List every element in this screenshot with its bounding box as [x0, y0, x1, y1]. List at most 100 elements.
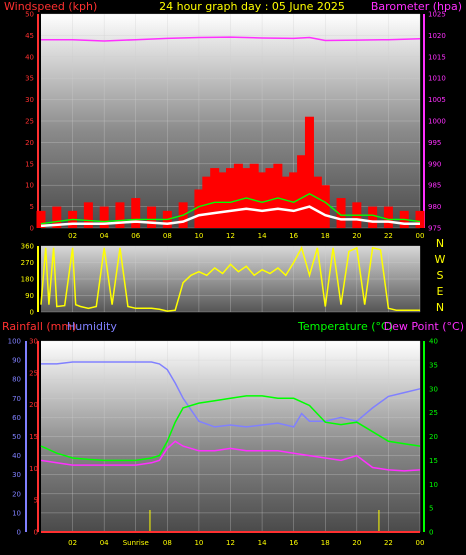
- baro-tick-label: 980: [428, 203, 441, 211]
- wind-bar: [210, 168, 220, 228]
- wind-bar: [194, 189, 204, 228]
- temp-tick-label: 30: [429, 385, 438, 393]
- x-tick-label: 02: [68, 232, 77, 240]
- baro-tick-label: 1020: [428, 32, 446, 40]
- x-tick-label: 04: [100, 232, 109, 240]
- rain-tick-label: 25: [29, 369, 38, 377]
- wind-direction-line: [40, 245, 420, 312]
- rain-tick-label: 15: [29, 433, 38, 441]
- wind-bar: [131, 198, 141, 228]
- wind-bar: [36, 210, 46, 228]
- wind-bar: [312, 176, 322, 228]
- x-tick-label: 16: [289, 539, 298, 547]
- wind-bar: [273, 163, 283, 228]
- dir-tick-label: 270: [21, 259, 34, 267]
- x-tick-label: 18: [321, 539, 330, 547]
- rain-tick-label: 0: [34, 529, 38, 537]
- wind-tick-label: 0: [30, 225, 34, 233]
- humidity-tick-label: 40: [12, 452, 21, 460]
- humidity-axis-title: Humidity: [67, 320, 117, 333]
- wind-bar: [336, 198, 346, 228]
- temperature-line: [40, 395, 421, 462]
- x-tick-label: 00: [416, 539, 425, 547]
- x-tick-label: 20: [352, 232, 361, 240]
- wind-tick-label: 50: [25, 11, 34, 19]
- temp-tick-label: 15: [429, 457, 438, 465]
- wind-tick-label: 5: [30, 203, 34, 211]
- humidity-tick-label: 0: [17, 529, 21, 537]
- x-tick-label: 12: [226, 539, 235, 547]
- wind-tick-label: 45: [25, 32, 34, 40]
- wind-bar: [368, 206, 378, 228]
- temp-humidity-chart: 0102030405060708090100051015202530051015…: [8, 338, 438, 548]
- x-tick-label: 20: [352, 539, 361, 547]
- x-tick-label: Sunrise: [123, 539, 149, 547]
- temp-tick-label: 10: [429, 481, 438, 489]
- avg-wind-line: [40, 205, 420, 228]
- wind-bar: [52, 206, 62, 228]
- wind-bar: [249, 163, 259, 228]
- wind-tick-label: 25: [25, 118, 34, 126]
- wind-bar: [383, 206, 393, 228]
- compass-label: S: [437, 269, 444, 282]
- wind-bar: [281, 176, 291, 228]
- dewpoint-axis-title: Dew Point (°C): [384, 320, 464, 333]
- wind-bar: [202, 176, 212, 228]
- dewpoint-line: [40, 440, 421, 472]
- wind-bar: [226, 168, 235, 228]
- wind-tick-label: 15: [25, 160, 34, 168]
- compass-label: E: [437, 285, 444, 298]
- dir-tick-label: 360: [21, 243, 34, 251]
- baro-tick-label: 1005: [428, 96, 446, 104]
- wind-tick-label: 35: [25, 75, 34, 83]
- temperature-axis-title: Temperature (°C): [297, 320, 393, 333]
- x-tick-label: 18: [321, 232, 330, 240]
- rain-tick-label: 10: [29, 465, 38, 473]
- humidity-tick-label: 50: [12, 433, 21, 441]
- baro-tick-label: 995: [428, 139, 441, 147]
- wind-tick-label: 20: [25, 139, 34, 147]
- humidity-tick-label: 30: [12, 471, 21, 479]
- temp-tick-label: 0: [429, 529, 433, 537]
- rain-tick-label: 30: [29, 338, 38, 346]
- x-tick-label: 02: [68, 539, 77, 547]
- compass-label: W: [435, 253, 446, 266]
- baro-tick-label: 1025: [428, 11, 446, 19]
- wind-bar: [147, 206, 157, 228]
- compass-label: N: [436, 301, 444, 314]
- baro-tick-label: 1010: [428, 75, 446, 83]
- wind-bar: [289, 172, 299, 228]
- baro-tick-label: 1000: [428, 118, 446, 126]
- baro-tick-label: 1015: [428, 53, 446, 61]
- x-tick-label: 00: [416, 232, 425, 240]
- temp-tick-label: 35: [429, 361, 438, 369]
- dir-tick-label: 90: [25, 292, 34, 300]
- x-tick-label: 06: [131, 232, 140, 240]
- wind-bar: [304, 116, 314, 228]
- wind-bar: [257, 172, 267, 228]
- x-tick-label: 10: [194, 539, 203, 547]
- wind-avg-line: [40, 193, 421, 225]
- rain-axis-title: Rainfall (mm): [2, 320, 76, 333]
- wind-bar: [320, 185, 330, 228]
- humidity-line: [41, 361, 421, 428]
- barometer-line: [41, 36, 421, 42]
- humidity-tick-label: 70: [12, 395, 21, 403]
- wind-axis-title: Windspeed (kph): [4, 0, 97, 13]
- temp-tick-label: 40: [429, 338, 438, 346]
- dir-tick-label: 180: [21, 276, 34, 284]
- x-tick-label: 16: [289, 232, 298, 240]
- rain-tick-label: 5: [34, 497, 38, 505]
- wind-tick-label: 30: [25, 96, 34, 104]
- wind-bar: [218, 172, 228, 228]
- x-tick-label: 22: [384, 539, 393, 547]
- temp-tick-label: 5: [429, 505, 433, 513]
- temp-tick-label: 25: [429, 409, 438, 417]
- dir-tick-label: 0: [30, 309, 34, 317]
- humidity-tick-label: 90: [12, 357, 21, 365]
- baro-tick-label: 990: [428, 160, 441, 168]
- wind-baro-chart: 0510152025303540455097598098599099510001…: [25, 11, 446, 241]
- wind-bar: [115, 202, 125, 228]
